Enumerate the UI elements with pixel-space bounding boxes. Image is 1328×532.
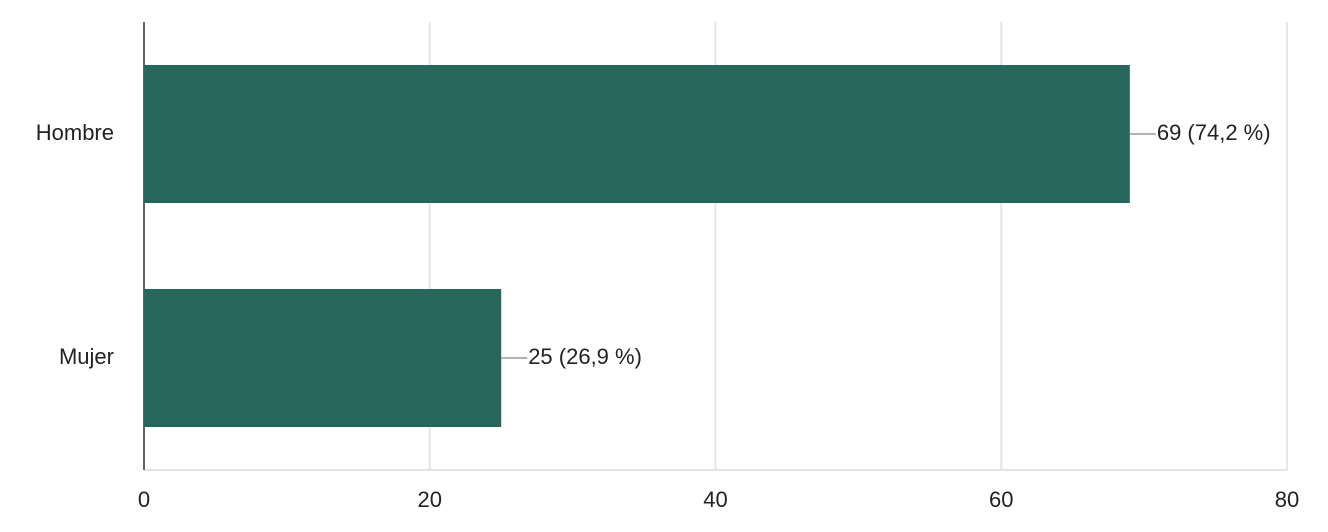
- y-tick-label: Mujer: [59, 344, 114, 369]
- data-label: 25 (26,9 %): [528, 344, 642, 369]
- bar: [144, 65, 1130, 203]
- y-tick-label: Hombre: [36, 120, 114, 145]
- x-tick-label: 80: [1275, 487, 1299, 512]
- x-tick-label: 60: [989, 487, 1013, 512]
- x-tick-label: 40: [703, 487, 727, 512]
- bar: [144, 289, 502, 427]
- x-tick-label: 0: [138, 487, 150, 512]
- data-label: 69 (74,2 %): [1157, 120, 1271, 145]
- x-tick-label: 20: [418, 487, 442, 512]
